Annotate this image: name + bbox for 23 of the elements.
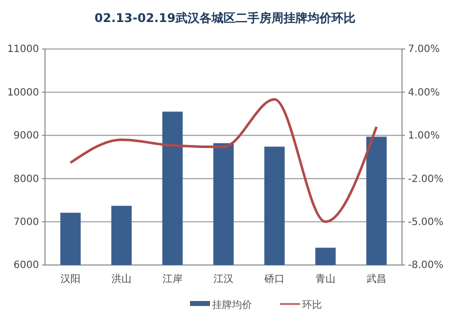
legend-label: 挂牌均价 [212, 299, 252, 311]
x-tick-label: 武昌 [366, 273, 386, 286]
y2-tick-label: 4.00% [408, 87, 440, 98]
x-tick-label: 汉阳 [60, 273, 80, 286]
y-tick-label: 7000 [14, 217, 39, 228]
chart-title: 02.13-02.19武汉各城区二手房周挂牌均价环比 [94, 11, 356, 25]
y-tick-label: 11000 [7, 44, 39, 56]
y2-tick-label: -8.00% [408, 260, 444, 272]
line-series [69, 98, 378, 224]
x-tick-label: 洪山 [112, 273, 132, 286]
x-tick-label: 江岸 [162, 273, 182, 286]
y-tick-label: 8000 [14, 174, 39, 185]
y2-tick-label: -5.00% [408, 217, 444, 228]
y2-tick-label: 1.00% [408, 130, 440, 142]
x-tick-label: 江汉 [214, 273, 234, 286]
x-tick-label: 硚口 [264, 273, 284, 286]
y-tick-label: 10000 [7, 87, 39, 98]
y2-tick-label: -2.00% [408, 174, 444, 185]
x-tick-label: 青山 [316, 273, 336, 286]
y2-tick-label: 7.00% [408, 44, 440, 56]
y-tick-label: 9000 [14, 130, 39, 142]
legend-label: 环比 [302, 299, 322, 311]
y-tick-label: 6000 [14, 260, 39, 272]
